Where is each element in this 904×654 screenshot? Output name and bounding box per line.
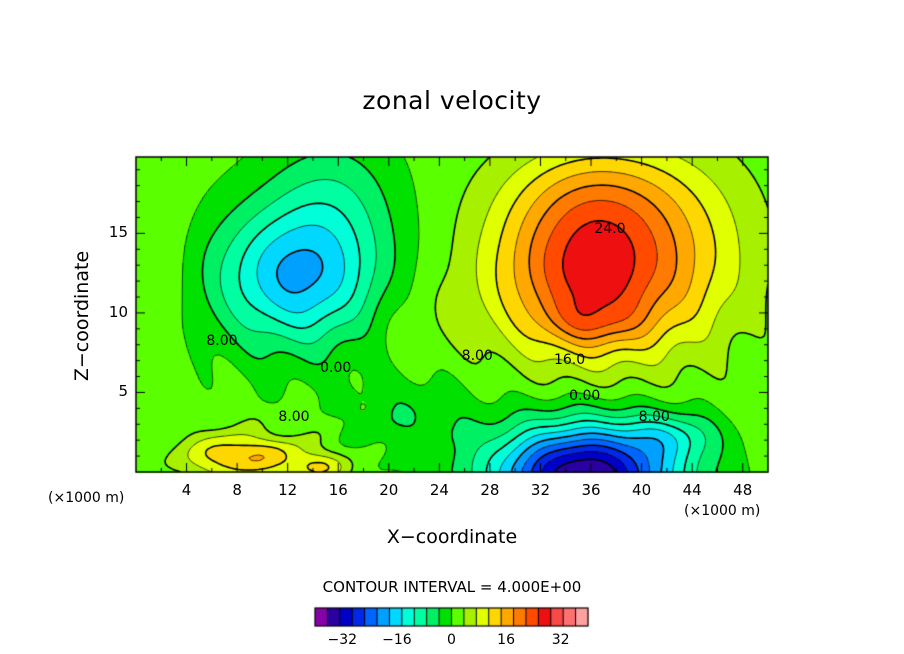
x-tick-label: 20 [379,481,399,499]
colorbar-tick-label: 32 [551,632,570,648]
x-axis-unit-right: (×1000 m) [684,503,761,519]
x-tick-label: 16 [328,481,348,499]
colorbar-tick-label: −16 [382,632,412,648]
contour-label: 8.00 [638,408,670,425]
x-axis-unit-left: (×1000 m) [48,490,125,506]
x-tick-label: 40 [632,481,652,499]
y-tick-label: 10 [108,302,128,321]
x-tick-label: 44 [682,481,702,499]
contour-interval-text: CONTOUR INTERVAL = 4.000E+00 [322,578,582,596]
x-tick-label: 4 [181,481,192,499]
contour-label: 0.00 [320,359,352,376]
colorbar-tick-label: 16 [497,632,515,648]
x-tick-label: 24 [429,481,449,499]
x-tick-label: 48 [733,481,753,499]
x-tick-label: 36 [581,481,601,499]
contour-label: 8.00 [206,332,238,349]
contour-label: 24.0 [594,221,626,238]
contour-label: 8.00 [278,408,310,425]
contour-label: 0.00 [569,388,601,405]
contour-label: 16.0 [553,351,586,368]
x-axis-label: X−coordinate [386,526,518,548]
y-tick-label: 5 [118,382,128,401]
x-tick-label: 8 [232,481,242,499]
colorbar-tick-label: 0 [447,632,456,648]
y-axis-label: Z−coordinate [71,250,93,382]
x-tick-label: 32 [530,481,551,499]
x-tick-label: 28 [480,481,500,499]
y-tick-label: 15 [108,223,128,242]
x-tick-label: 12 [278,481,298,499]
contour-label: 8.00 [461,348,493,365]
colorbar-tick-label: −32 [327,632,358,648]
chart-title: zonal velocity [362,86,542,115]
